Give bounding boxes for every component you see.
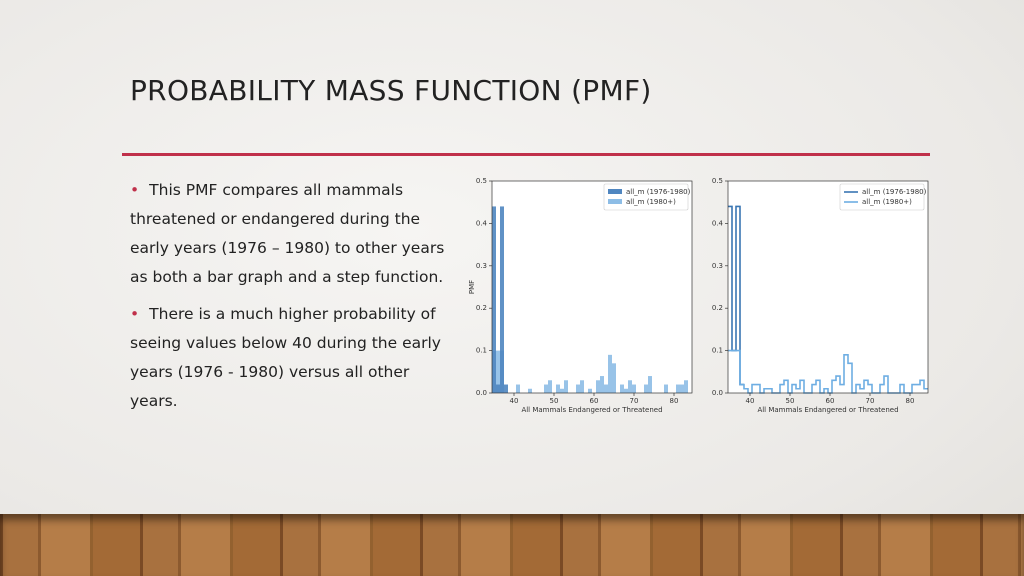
y-tick-label: 0.2	[712, 304, 723, 312]
bar	[528, 388, 532, 393]
bar	[596, 380, 600, 393]
y-tick-label: 0.2	[476, 304, 487, 312]
y-tick-label: 0.5	[712, 177, 723, 185]
bar	[648, 376, 652, 393]
bullet: There is a much higher probability of se…	[130, 300, 460, 416]
x-tick-label: 60	[590, 397, 599, 405]
bar	[496, 350, 500, 393]
wood-floor	[0, 514, 1024, 576]
bar	[604, 384, 608, 393]
bullet: This PMF compares all mammals threatened…	[130, 176, 460, 292]
x-axis-label: All Mammals Endangered or Threatened	[757, 406, 898, 414]
slide-title: PROBABILITY MASS FUNCTION (PMF)	[130, 74, 652, 107]
bar	[564, 380, 568, 393]
y-tick-label: 0.5	[476, 177, 487, 185]
y-tick-label: 0.1	[476, 347, 487, 355]
title-rule	[122, 153, 930, 156]
legend-box	[839, 183, 925, 211]
y-tick-label: 0.1	[712, 347, 723, 355]
bar	[516, 384, 520, 393]
bar	[576, 384, 580, 393]
y-tick-label: 0.0	[476, 389, 487, 397]
plot-frame	[491, 180, 693, 394]
legend-label: all_m (1980+)	[626, 198, 676, 206]
x-axis-label: All Mammals Endangered or Threatened	[521, 406, 662, 414]
bar	[500, 206, 504, 393]
bar	[496, 384, 500, 393]
plot-frame	[727, 180, 929, 394]
bar	[544, 384, 548, 393]
x-tick-label: 80	[670, 397, 679, 405]
plot-area	[728, 181, 928, 393]
x-tick-label: 40	[746, 397, 755, 405]
x-tick-label: 50	[550, 397, 559, 405]
bar	[620, 384, 624, 393]
x-tick-label: 40	[510, 397, 519, 405]
x-tick-label: 80	[906, 397, 915, 405]
y-tick-label: 0.3	[712, 262, 723, 270]
x-tick-label: 50	[786, 397, 795, 405]
bar	[684, 380, 688, 393]
legend-box	[603, 183, 689, 211]
bar	[632, 384, 636, 393]
bar	[680, 384, 684, 393]
bullet-list: This PMF compares all mammals threatened…	[130, 176, 460, 424]
bar	[624, 388, 628, 393]
bar	[608, 354, 612, 393]
bar	[504, 384, 508, 393]
legend-label: all_m (1976-1980)	[626, 188, 691, 196]
x-tick-label: 60	[826, 397, 835, 405]
bar	[600, 376, 604, 393]
bar	[588, 388, 592, 393]
legend-swatch	[608, 189, 622, 194]
plot-area	[492, 181, 692, 393]
bar	[560, 388, 564, 393]
bar	[492, 206, 496, 393]
bar	[612, 363, 616, 393]
y-axis-label: PMF	[468, 280, 476, 294]
y-tick-label: 0.4	[712, 219, 724, 227]
x-tick-label: 70	[630, 397, 639, 405]
legend-swatch	[608, 199, 622, 204]
bar	[628, 380, 632, 393]
bar	[548, 380, 552, 393]
charts: 0.0 0.1 0.2 0.3 0.4 0.5 40 50 60 70 80 All Mammals …	[468, 177, 929, 414]
y-tick-label: 0.4	[476, 219, 488, 227]
legend-label: all_m (1976-1980)	[862, 188, 927, 196]
bar	[664, 384, 668, 393]
legend-label: all_m (1980+)	[862, 198, 912, 206]
x-tick-label: 70	[866, 397, 875, 405]
y-tick-label: 0.3	[476, 262, 487, 270]
bar	[676, 384, 680, 393]
y-tick-label: 0.0	[712, 389, 723, 397]
bar	[644, 384, 648, 393]
bar	[580, 380, 584, 393]
bar	[556, 384, 560, 393]
